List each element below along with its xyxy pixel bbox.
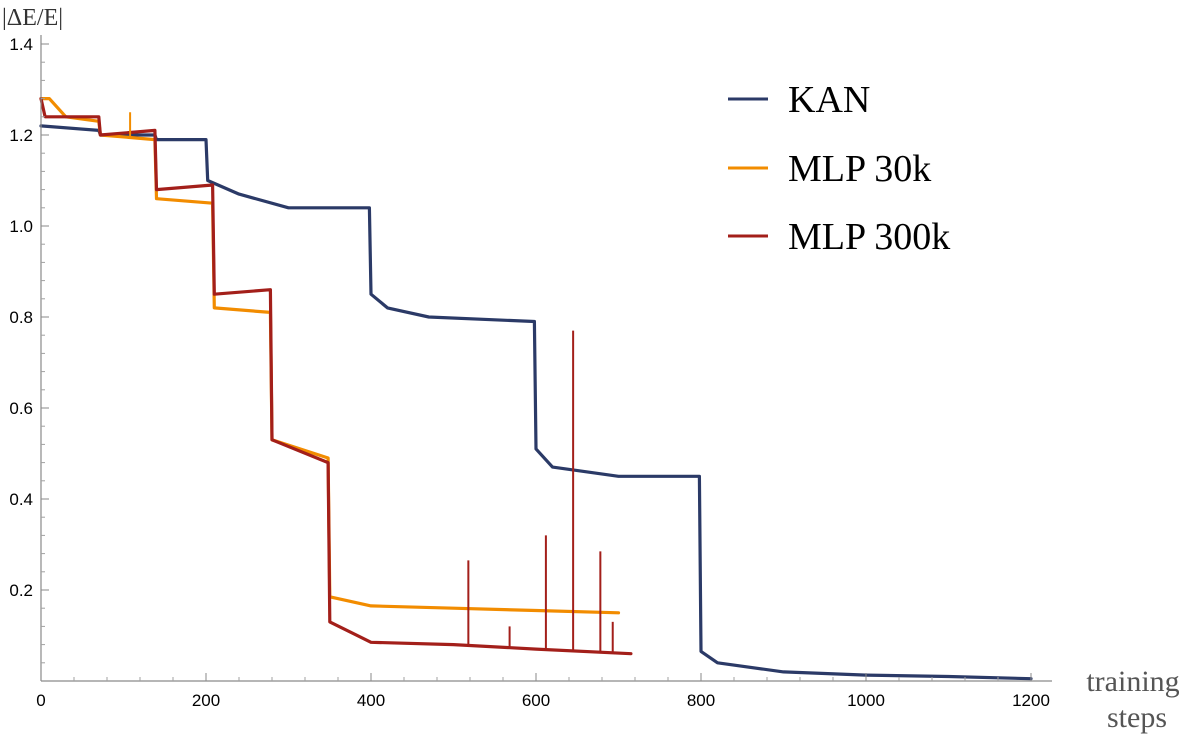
x-tick-label: 1000 [847,691,885,710]
x-tick-label: 0 [36,691,45,710]
axes: 0 200 400 600 800 1000 1200 0.2 0.4 0.6 0.8 1.0 1.2… [9,35,1052,710]
y-ticks: 0.2 0.4 0.6 0.8 1.0 1.2 1.4 [9,35,49,664]
series-line-kan [39,124,1033,681]
x-axis-label-line2: steps [1107,701,1167,734]
y-tick-label: 0.2 [9,581,33,600]
legend-item-kan: KAN [728,79,870,121]
series-line-mlp-300k [39,97,633,656]
series-line-mlp-30k [39,97,621,615]
x-tick-label: 1200 [1012,691,1050,710]
x-axis-label-line1: training [1086,665,1179,698]
legend-label-mlp-300k: MLP 300k [788,216,950,258]
x-tick-label: 400 [357,691,385,710]
x-ticks: 0 200 400 600 800 1000 1200 [36,673,1050,710]
y-tick-label: 0.4 [9,490,33,509]
y-tick-label: 1.0 [9,217,33,236]
plot-area [39,97,1033,681]
legend-label-mlp-30k: MLP 30k [788,148,931,190]
y-tick-label: 1.4 [9,35,33,54]
legend-item-mlp-300k: MLP 300k [728,216,950,258]
y-tick-label: 1.2 [9,126,33,145]
x-tick-label: 200 [192,691,220,710]
y-tick-label: 0.6 [9,399,33,418]
legend-label-kan: KAN [788,79,870,121]
y-tick-label: 0.8 [9,308,33,327]
x-tick-label: 800 [687,691,715,710]
legend: KAN MLP 30k MLP 300k [728,79,950,258]
y-axis-label: |ΔE/E| [2,5,63,31]
x-tick-label: 600 [522,691,550,710]
legend-item-mlp-30k: MLP 30k [728,148,931,190]
